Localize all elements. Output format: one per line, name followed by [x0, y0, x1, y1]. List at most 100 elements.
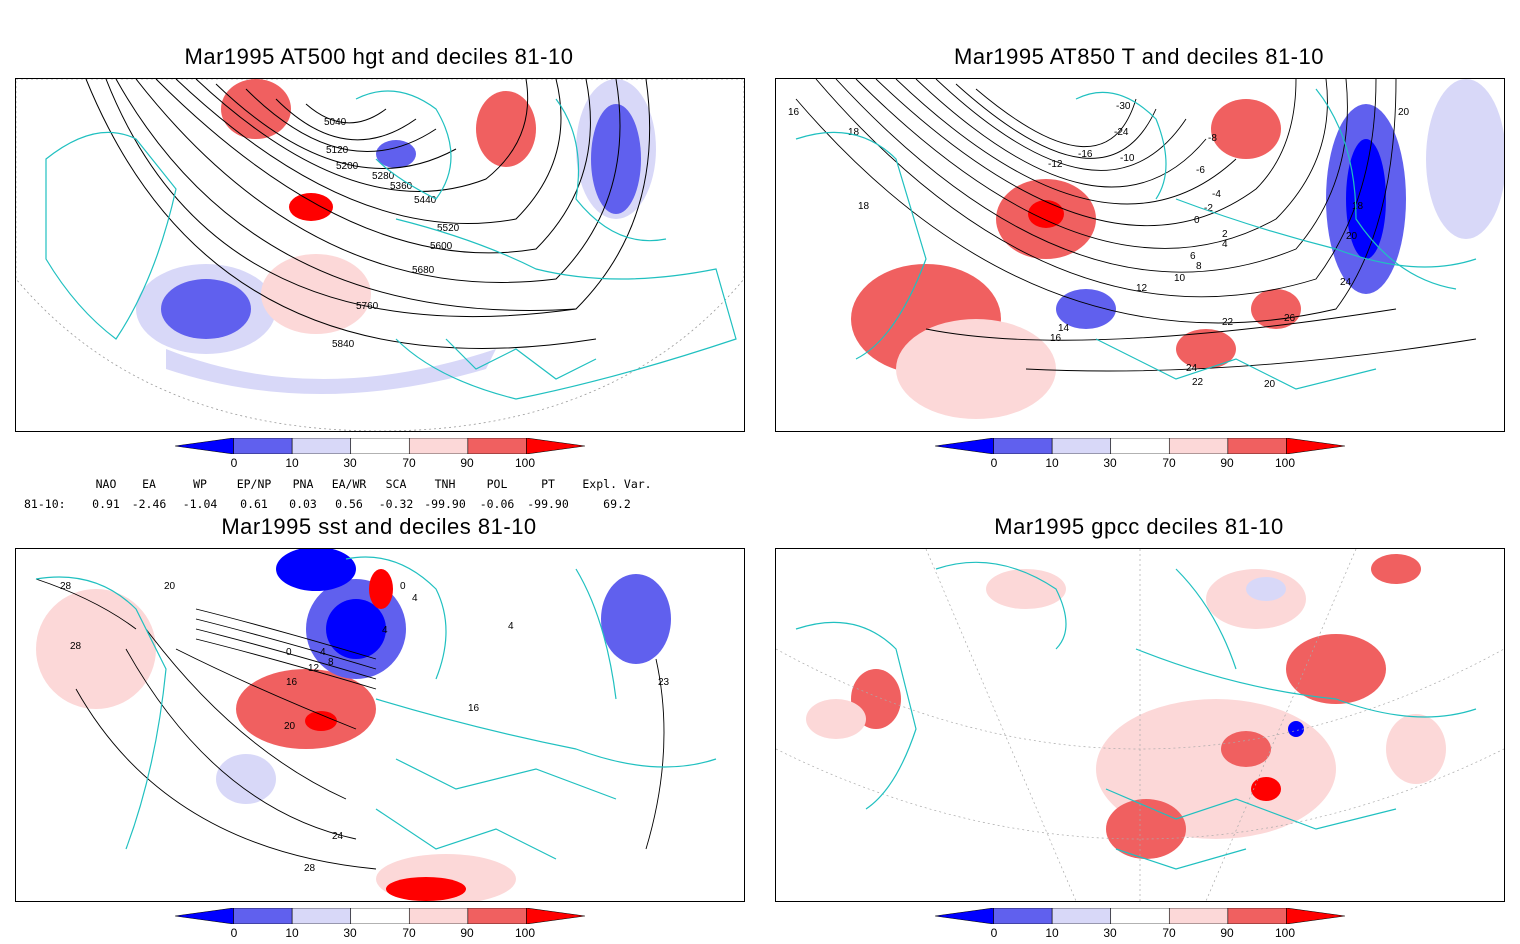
index-value: -0.06	[479, 497, 515, 511]
contour-label: 5520	[437, 223, 460, 234]
colorbar-swatch	[408, 908, 469, 924]
colorbar-swatch	[291, 438, 352, 454]
index-value-row: 81-10: 0.91 -2.46 -1.04 0.61 0.03 0.56 -…	[24, 494, 660, 514]
colorbar-label: 90	[460, 456, 474, 470]
map-t850-svg: 16 18 18 -30 -24 -16 -12 -10 -8 -6 -4 -2…	[788, 79, 1504, 419]
colorbar-swatch	[1168, 908, 1229, 924]
colorbar-label: 100	[1274, 926, 1296, 940]
colorbar-label: 0	[990, 456, 998, 470]
contour-label: 20	[1346, 231, 1358, 242]
map-hgt500: 5040 5120 5200 5280 5360 5440 5520 5600 …	[15, 78, 745, 432]
contour-label: 28	[60, 581, 72, 592]
index-value: 0.91	[92, 497, 120, 511]
contours	[85, 79, 651, 349]
colorbar-swatch	[467, 908, 527, 924]
colorbar-swatch	[1168, 438, 1229, 454]
index-header-row: NAO EA WP EP/NP PNA EA/WR SCA TNH POL PT…	[24, 474, 660, 494]
index-value: -0.32	[378, 497, 414, 511]
colorbar-label: 0	[230, 456, 238, 470]
contour-label: -4	[1212, 189, 1221, 200]
contour-label: 24	[1340, 277, 1352, 288]
contours	[795, 79, 1477, 372]
index-header: NAO	[95, 477, 117, 491]
contour-label: 8	[328, 657, 334, 668]
contour-label: -24	[1114, 127, 1129, 138]
contour-label: 0	[1194, 215, 1200, 226]
contour-label: 16	[1050, 333, 1062, 344]
map-gpcc	[775, 548, 1505, 902]
map-sst-svg: 28 28 20 0 4 8 12 16 20 4 0 4 16 4 23 24…	[35, 549, 717, 901]
colorbar-swatch	[1051, 438, 1112, 454]
contour-label: -8	[1208, 133, 1217, 144]
contour-label: 20	[164, 581, 176, 592]
decile-shading	[36, 549, 671, 901]
contour-label: 4	[382, 625, 388, 636]
colorbar-swatch	[1110, 438, 1170, 454]
colorbar-swatch	[993, 908, 1053, 924]
decile-shading	[851, 79, 1504, 419]
colorbar-swatch	[350, 908, 410, 924]
panel-title-t850: Mar1995 AT850 T and deciles 81-10	[954, 44, 1324, 69]
contour-label: 5040	[324, 117, 347, 128]
colorbar-swatch	[935, 908, 994, 924]
colorbar-swatch	[175, 908, 234, 924]
index-header: PNA	[292, 477, 314, 491]
index-header: Expl. Var.	[582, 477, 652, 491]
contour-label: 23	[658, 677, 670, 688]
contour-label: 0	[286, 647, 292, 658]
contour-label: 24	[332, 831, 344, 842]
contour-label: 5600	[430, 241, 453, 252]
contour-label: -2	[1204, 203, 1213, 214]
colorbar-label: 30	[343, 926, 357, 940]
colorbar-label: 90	[460, 926, 474, 940]
teleconnection-index-table: NAO EA WP EP/NP PNA EA/WR SCA TNH POL PT…	[24, 474, 660, 514]
contour-label: 4	[1222, 239, 1228, 250]
index-value: 0.61	[240, 497, 268, 511]
contour-label: 8	[1196, 261, 1202, 272]
colorbar-swatches	[935, 438, 1345, 454]
contour-label: 16	[788, 107, 800, 118]
colorbar-swatch	[935, 438, 994, 454]
colorbar-label: 0	[230, 926, 238, 940]
colorbar-label: 10	[285, 456, 299, 470]
contour-label: 28	[304, 863, 316, 874]
contour-label: 5280	[372, 171, 395, 182]
contour-label: 22	[1192, 377, 1204, 388]
colorbar-label: 100	[1274, 456, 1296, 470]
colorbar-swatch	[526, 908, 585, 924]
contour-label: 18	[848, 127, 860, 138]
contour-label: 18	[858, 201, 870, 212]
contour-label: 20	[1264, 379, 1276, 390]
colorbar-label: 70	[1162, 926, 1176, 940]
coastlines	[35, 556, 717, 860]
contour-label: 20	[284, 721, 296, 732]
contour-label: 16	[286, 677, 298, 688]
panel-title-hgt500: Mar1995 AT500 hgt and deciles 81-10	[184, 44, 574, 69]
contour-label: -6	[1196, 165, 1205, 176]
index-value: -99.90	[424, 497, 466, 511]
colorbar-label: 0	[990, 926, 998, 940]
contour-label: 12	[1136, 283, 1148, 294]
decile-shading	[136, 79, 656, 394]
colorbar-label: 10	[285, 926, 299, 940]
contour-label: 4	[412, 593, 418, 604]
decile-shading	[806, 554, 1446, 859]
colorbar-swatch	[467, 438, 527, 454]
contour-label: -10	[1120, 153, 1135, 164]
colorbar-swatch	[526, 438, 585, 454]
contour-labels: 28 28 20 0 4 8 12 16 20 4 0 4 16 4 23 24…	[60, 581, 670, 874]
contour-labels: 16 18 18 -30 -24 -16 -12 -10 -8 -6 -4 -2…	[788, 101, 1410, 390]
colorbar-swatch	[1286, 908, 1345, 924]
colorbar-label: 30	[1103, 926, 1117, 940]
contour-label: 2	[1222, 229, 1228, 240]
index-value: -99.90	[527, 497, 569, 511]
map-t850: 16 18 18 -30 -24 -16 -12 -10 -8 -6 -4 -2…	[775, 78, 1505, 432]
map-hgt500-svg: 5040 5120 5200 5280 5360 5440 5520 5600 …	[16, 79, 744, 431]
colorbar-top-right: 0 10 30 70 90 100	[935, 438, 1345, 474]
contour-label: 5440	[414, 195, 437, 206]
colorbar-label: 90	[1220, 926, 1234, 940]
index-value: -2.46	[131, 497, 167, 511]
colorbar-swatch	[1227, 908, 1287, 924]
contour-label: 5360	[390, 181, 413, 192]
colorbar-top-left: 0 10 30 70 90 100	[175, 438, 585, 474]
